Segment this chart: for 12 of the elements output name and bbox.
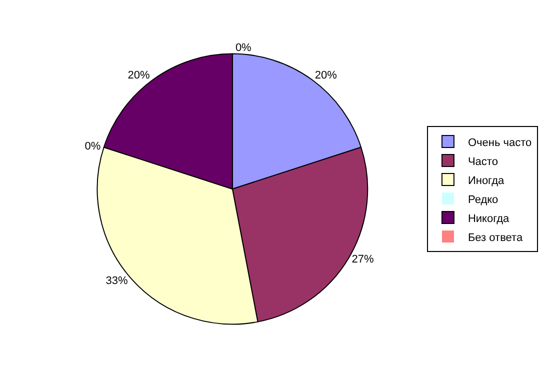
legend-label: Иногда [468, 174, 505, 187]
data-label: 33% [106, 275, 128, 288]
data-label: 20% [128, 70, 150, 82]
legend-label: Часто [468, 156, 498, 168]
text: 0% [84, 140, 101, 153]
legend-label: Редко [468, 194, 498, 206]
data-label: 20% [314, 70, 338, 82]
data-label: 27% [352, 253, 374, 266]
legend-label: Никогда [468, 212, 510, 225]
text: 0% [235, 42, 252, 54]
legend-label: Очень часто [468, 136, 532, 149]
legend-label: Без ответа [468, 232, 524, 244]
